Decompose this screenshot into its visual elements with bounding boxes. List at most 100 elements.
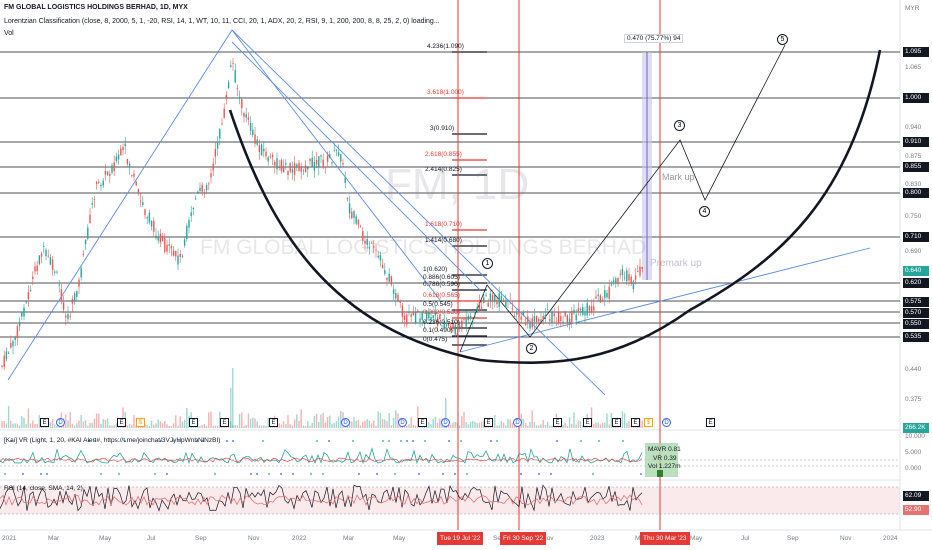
volume-bar	[595, 422, 597, 428]
candle-body	[368, 246, 371, 249]
candle-body	[192, 207, 195, 210]
volume-bar	[320, 414, 322, 428]
event-badge[interactable]: E	[40, 418, 49, 427]
candle-body	[560, 316, 562, 322]
event-badge[interactable]: D	[662, 418, 671, 427]
wave-4-marker[interactable]: 4	[699, 206, 710, 217]
candle-body	[408, 312, 410, 313]
candle-body	[454, 324, 456, 335]
candle-body	[43, 246, 45, 247]
indicator-legend[interactable]: Lorentzian Classification (close, 8, 200…	[4, 18, 440, 25]
candle-body	[14, 336, 16, 340]
candle-body	[452, 323, 454, 329]
signal-dot	[40, 473, 42, 475]
signal-dot	[226, 440, 228, 442]
candle-body	[78, 279, 80, 287]
volume-bar	[214, 425, 217, 428]
event-badge[interactable]: D	[341, 418, 350, 427]
candle-body	[434, 312, 437, 316]
candle-body	[153, 220, 155, 232]
event-badge[interactable]: E	[117, 418, 126, 427]
event-badge[interactable]: E	[484, 418, 493, 427]
candle-body	[238, 96, 241, 99]
vr-indicator-legend[interactable]: [Kai] VR (Light, 1, 20, #KAI Alert#, htt…	[4, 437, 221, 444]
volume-bar	[128, 424, 131, 428]
event-badge[interactable]: E	[189, 418, 198, 427]
signal-dot	[214, 473, 216, 475]
event-badge[interactable]: E	[612, 418, 621, 427]
volume-bar	[626, 422, 628, 428]
volume-legend[interactable]: Vol	[4, 30, 14, 37]
date-marker-2[interactable]: Fri 30 Sep '22	[500, 532, 547, 545]
candle-body	[289, 163, 291, 172]
volume-bar	[375, 425, 377, 428]
wave-1-marker[interactable]: 1	[482, 258, 493, 269]
candle-body	[326, 155, 329, 162]
volume-bar	[606, 413, 608, 428]
candle-body	[505, 301, 507, 308]
event-badge[interactable]: $	[644, 418, 653, 427]
candle-body	[617, 278, 619, 285]
volume-bar	[153, 424, 155, 428]
candle-body	[595, 296, 597, 299]
rsi-legend[interactable]: RSI (14, close, SMA, 14, 2)	[4, 485, 83, 492]
candle-body	[344, 177, 346, 184]
candle-body	[62, 302, 65, 310]
candle-body	[267, 157, 269, 162]
candle-body	[100, 184, 102, 187]
event-badge[interactable]: E	[583, 418, 592, 427]
price-level-box: 0.855	[903, 162, 929, 172]
event-badge[interactable]: E	[418, 418, 427, 427]
candle-body	[247, 117, 250, 120]
wave-5-marker[interactable]: 5	[777, 34, 788, 45]
candle-body	[227, 82, 230, 88]
candle-body	[331, 162, 333, 164]
candle-body	[610, 284, 613, 286]
candle-body	[619, 273, 621, 275]
price-tick: 0.830	[905, 181, 922, 188]
candle-body	[373, 246, 375, 248]
event-badge[interactable]: $	[136, 418, 145, 427]
candle-body	[634, 275, 637, 280]
event-badge[interactable]: E	[631, 418, 640, 427]
volume-bar	[219, 411, 221, 428]
event-badge[interactable]: E	[269, 418, 278, 427]
event-badge[interactable]: D	[56, 418, 65, 427]
event-badge[interactable]: D	[513, 418, 522, 427]
fib-level-label: 0(0.475)	[423, 336, 448, 343]
event-badge[interactable]: E	[553, 418, 562, 427]
volume-bar	[505, 425, 507, 428]
wave-2-marker[interactable]: 2	[526, 343, 537, 354]
date-marker-3[interactable]: Thu 30 Mar '23	[640, 532, 690, 545]
candle-body	[573, 309, 575, 314]
candle-body	[69, 316, 71, 317]
candle-body	[172, 250, 175, 256]
candle-body	[329, 154, 331, 159]
volume-bar	[511, 422, 514, 428]
candle-body	[225, 94, 228, 98]
candle-body	[608, 286, 610, 299]
event-badge[interactable]: D	[398, 418, 407, 427]
volume-bar	[641, 420, 643, 428]
signal-dot	[448, 440, 450, 442]
event-badge[interactable]: E	[220, 418, 229, 427]
candle-body	[480, 307, 483, 309]
date-marker-1[interactable]: Tue 19 Jul '22	[437, 532, 484, 545]
price-level-box: 0.575	[903, 297, 929, 307]
candle-body	[551, 312, 553, 324]
event-badge[interactable]: D	[441, 418, 450, 427]
fib-level-label: 3(0.910)	[430, 125, 455, 132]
event-badge[interactable]: E	[706, 418, 715, 427]
volume-bar	[562, 425, 564, 428]
volume-bar	[450, 424, 452, 428]
volume-bar	[573, 412, 575, 428]
price-level-box: 0.640	[903, 266, 929, 276]
wave-3-marker[interactable]: 3	[674, 120, 685, 131]
volume-bar	[428, 422, 430, 428]
candle-body	[637, 271, 639, 272]
volume-bar	[564, 422, 566, 428]
volume-bar	[439, 418, 441, 428]
price-tick: 0.750	[905, 213, 922, 220]
signal-dot	[124, 440, 126, 442]
